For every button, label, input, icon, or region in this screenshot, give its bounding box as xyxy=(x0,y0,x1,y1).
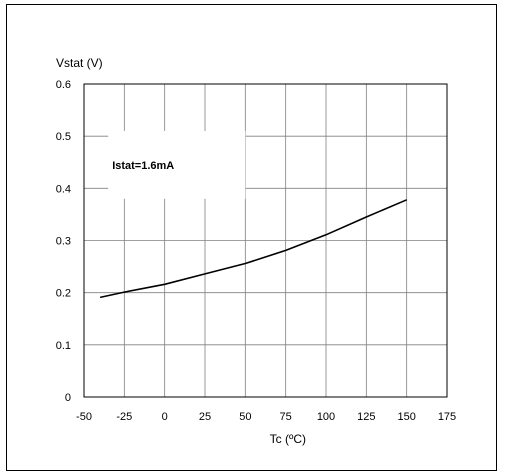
x-tick-label: 25 xyxy=(199,411,211,423)
series-line xyxy=(99,199,408,299)
x-tick-label: 75 xyxy=(280,411,292,423)
y-tick-label: 0.2 xyxy=(56,288,71,300)
y-tick-label: 0.6 xyxy=(56,79,71,91)
y-tick-label: 0.4 xyxy=(56,183,71,195)
x-tick-label: 50 xyxy=(239,411,251,423)
x-tick-label: 150 xyxy=(397,411,415,423)
chart-frame xyxy=(6,4,497,471)
y-tick-label: 0.1 xyxy=(56,340,71,352)
series-lines xyxy=(99,199,408,299)
annotation-box: Istat=1.6mA xyxy=(108,130,246,199)
y-tick-labels: 0 0.1 0.2 0.3 0.4 0.5 0.6 xyxy=(56,79,71,404)
y-tick-label: 0 xyxy=(65,392,71,404)
plot-area xyxy=(83,83,448,398)
x-tick-label: 0 xyxy=(162,411,168,423)
x-tick-label: 125 xyxy=(357,411,375,423)
x-tick-label: -50 xyxy=(76,411,92,423)
y-axis-label: Vstat (V) xyxy=(56,56,103,70)
x-tick-label: 100 xyxy=(317,411,335,423)
x-axis-label: Tc (ºC) xyxy=(270,432,306,446)
annotation-label: Istat=1.6mA xyxy=(112,160,174,172)
x-tick-label: 175 xyxy=(438,411,456,423)
x-tick-label: -25 xyxy=(116,411,132,423)
y-tick-label: 0.3 xyxy=(56,236,71,248)
y-tick-label: 0.5 xyxy=(56,131,71,143)
x-tick-labels: -50 -25 0 25 50 75 100 125 150 175 xyxy=(76,411,456,423)
